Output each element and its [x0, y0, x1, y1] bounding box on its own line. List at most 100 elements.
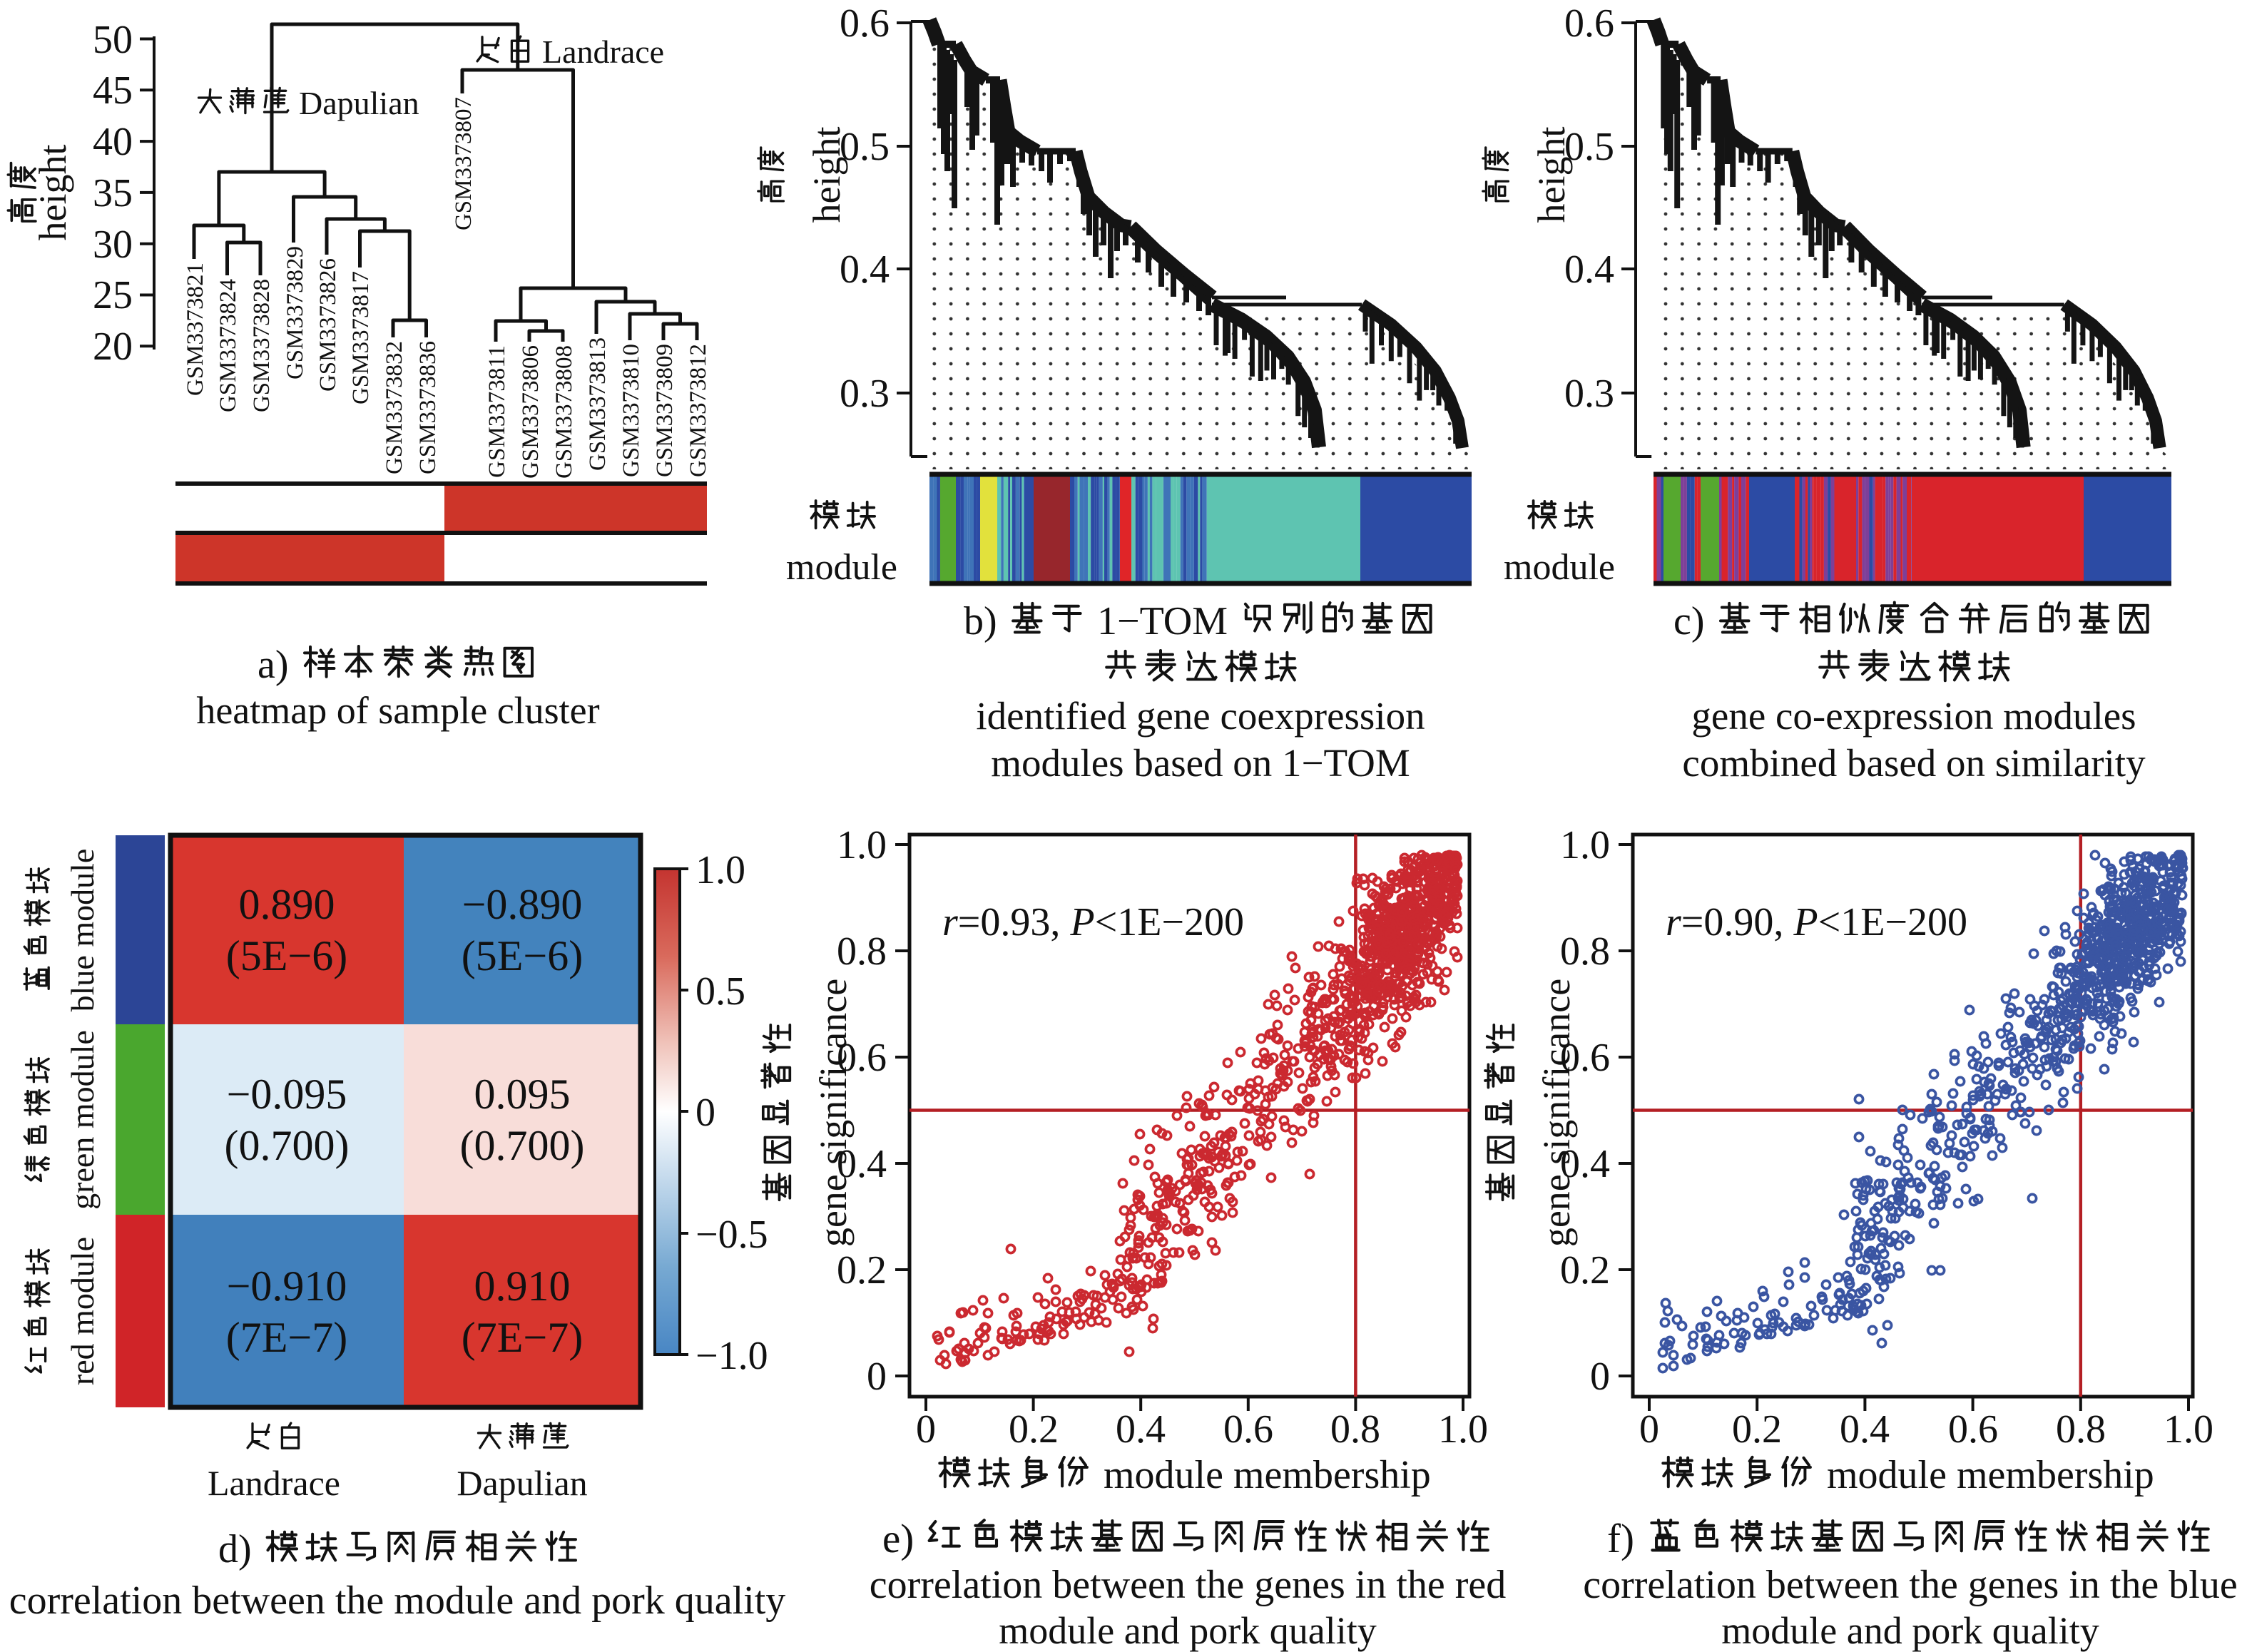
svg-text:correlation between the module: correlation between the module and pork …	[9, 1579, 786, 1623]
svg-text:0.890: 0.890	[239, 881, 335, 928]
svg-text:GSM3373832: GSM3373832	[382, 341, 407, 474]
svg-text:correlation between the genes: correlation between the genes in the blu…	[1583, 1563, 2237, 1607]
svg-text:0.6: 0.6	[1564, 1, 1614, 46]
svg-text:−0.890: −0.890	[462, 881, 583, 928]
svg-text:0: 0	[1590, 1355, 1610, 1399]
svg-text:30: 30	[93, 223, 133, 267]
svg-text:1.0: 1.0	[837, 823, 887, 867]
svg-text:0.2: 0.2	[1009, 1407, 1059, 1452]
svg-text:−1.0: −1.0	[696, 1334, 768, 1378]
svg-text:0.095: 0.095	[474, 1071, 571, 1118]
svg-text:(0.700): (0.700)	[460, 1122, 585, 1169]
svg-text:45: 45	[93, 68, 133, 113]
svg-text:0.8: 0.8	[837, 929, 887, 974]
svg-text:module and pork quality: module and pork quality	[1721, 1609, 2099, 1652]
svg-text:−0.5: −0.5	[696, 1213, 768, 1257]
svg-text:1.0: 1.0	[1560, 823, 1610, 867]
svg-text:Landrace: Landrace	[542, 34, 664, 70]
svg-text:0: 0	[867, 1355, 887, 1399]
svg-text:combined based on similarity: combined based on similarity	[1682, 741, 2146, 785]
svg-text:GSM3373810: GSM3373810	[618, 344, 644, 477]
svg-text:0.6: 0.6	[840, 1, 890, 46]
svg-text:25: 25	[93, 273, 133, 317]
svg-text:module: module	[786, 547, 897, 588]
svg-text:module membership: module membership	[1817, 1453, 2154, 1497]
svg-text:module and pork quality: module and pork quality	[999, 1609, 1376, 1652]
svg-text:−0.095: −0.095	[227, 1071, 347, 1118]
svg-text:(5E−6): (5E−6)	[226, 932, 347, 979]
svg-text:height: height	[1530, 127, 1573, 223]
svg-text:50: 50	[93, 18, 133, 62]
svg-text:gene co-expression modules: gene co-expression modules	[1691, 694, 2136, 738]
svg-text:20: 20	[93, 325, 133, 369]
svg-text:GSM3373806: GSM3373806	[518, 345, 544, 479]
svg-text:0.2: 0.2	[1560, 1248, 1610, 1292]
svg-text:b): b)	[964, 599, 1007, 643]
svg-text:height: height	[805, 127, 848, 223]
svg-text:a): a)	[258, 643, 299, 687]
svg-text:r=0.93, P<1E−200: r=0.93, P<1E−200	[942, 900, 1244, 944]
svg-text:−0.910: −0.910	[227, 1263, 347, 1310]
svg-text:0.4: 0.4	[1564, 248, 1614, 292]
svg-text:height: height	[31, 145, 74, 241]
svg-text:0.4: 0.4	[1560, 1142, 1610, 1186]
svg-text:GSM3373836: GSM3373836	[415, 341, 441, 474]
svg-text:0.5: 0.5	[696, 969, 745, 1014]
svg-text:GSM3373808: GSM3373808	[551, 345, 577, 479]
svg-text:0.4: 0.4	[1840, 1407, 1890, 1452]
svg-text:0.5: 0.5	[1564, 125, 1614, 169]
svg-text:(0.700): (0.700)	[225, 1122, 350, 1169]
svg-text:blue module: blue module	[64, 849, 101, 1012]
svg-text:0: 0	[916, 1407, 936, 1452]
svg-text:(7E−7): (7E−7)	[462, 1314, 583, 1361]
svg-text:0.8: 0.8	[1560, 929, 1610, 974]
svg-text:1.0: 1.0	[1438, 1407, 1488, 1452]
svg-text:heatmap of sample cluster: heatmap of sample cluster	[196, 689, 599, 732]
svg-text:GSM3373813: GSM3373813	[585, 337, 611, 471]
svg-text:e): e)	[882, 1516, 924, 1561]
svg-text:green module: green module	[64, 1030, 101, 1210]
svg-text:Dapulian: Dapulian	[299, 85, 419, 121]
svg-text:0.3: 0.3	[1564, 372, 1614, 416]
svg-text:1−TOM: 1−TOM	[1087, 599, 1238, 643]
svg-text:35: 35	[93, 171, 133, 215]
svg-text:GSM3373809: GSM3373809	[652, 344, 678, 477]
svg-text:0.6: 0.6	[1223, 1407, 1273, 1452]
svg-text:0: 0	[696, 1091, 715, 1135]
svg-text:Dapulian: Dapulian	[457, 1463, 587, 1503]
svg-text:0.8: 0.8	[1330, 1407, 1380, 1452]
svg-text:1.0: 1.0	[2164, 1407, 2213, 1452]
svg-text:GSM3373821: GSM3373821	[183, 262, 208, 396]
svg-text:0.5: 0.5	[840, 125, 890, 169]
svg-text:r=0.90, P<1E−200: r=0.90, P<1E−200	[1666, 900, 1967, 944]
svg-text:d): d)	[218, 1527, 262, 1571]
svg-text:correlation between the genes: correlation between the genes in the red	[870, 1563, 1507, 1607]
svg-text:GSM3373826: GSM3373826	[315, 258, 341, 392]
svg-text:0.4: 0.4	[1116, 1407, 1166, 1452]
svg-text:(7E−7): (7E−7)	[226, 1314, 347, 1361]
svg-text:0.6: 0.6	[1560, 1036, 1610, 1080]
svg-text:(5E−6): (5E−6)	[462, 932, 583, 979]
svg-text:f): f)	[1607, 1516, 1644, 1561]
svg-text:0.6: 0.6	[1948, 1407, 1998, 1452]
svg-text:module: module	[1504, 547, 1615, 588]
svg-text:GSM3373829: GSM3373829	[282, 246, 308, 379]
svg-text:0.4: 0.4	[837, 1142, 887, 1186]
svg-text:0.2: 0.2	[1732, 1407, 1782, 1452]
svg-text:GSM3373817: GSM3373817	[348, 271, 374, 404]
svg-text:0.8: 0.8	[2056, 1407, 2106, 1452]
svg-text:red module: red module	[64, 1237, 101, 1385]
svg-text:identified gene coexpression: identified gene coexpression	[976, 694, 1425, 738]
svg-text:GSM3373812: GSM3373812	[686, 344, 711, 477]
svg-text:40: 40	[93, 120, 133, 164]
svg-text:GSM3373824: GSM3373824	[215, 279, 241, 412]
svg-text:gene significance: gene significance	[812, 979, 855, 1247]
svg-text:module membership: module membership	[1094, 1453, 1431, 1497]
svg-text:0.4: 0.4	[840, 248, 890, 292]
svg-text:0.3: 0.3	[840, 372, 890, 416]
svg-text:GSM3373811: GSM3373811	[484, 345, 510, 478]
svg-text:gene significance: gene significance	[1535, 979, 1578, 1247]
svg-text:modules based on 1−TOM: modules based on 1−TOM	[991, 741, 1410, 785]
svg-text:GSM3373807: GSM3373807	[451, 97, 477, 230]
svg-text:1.0: 1.0	[696, 848, 745, 892]
